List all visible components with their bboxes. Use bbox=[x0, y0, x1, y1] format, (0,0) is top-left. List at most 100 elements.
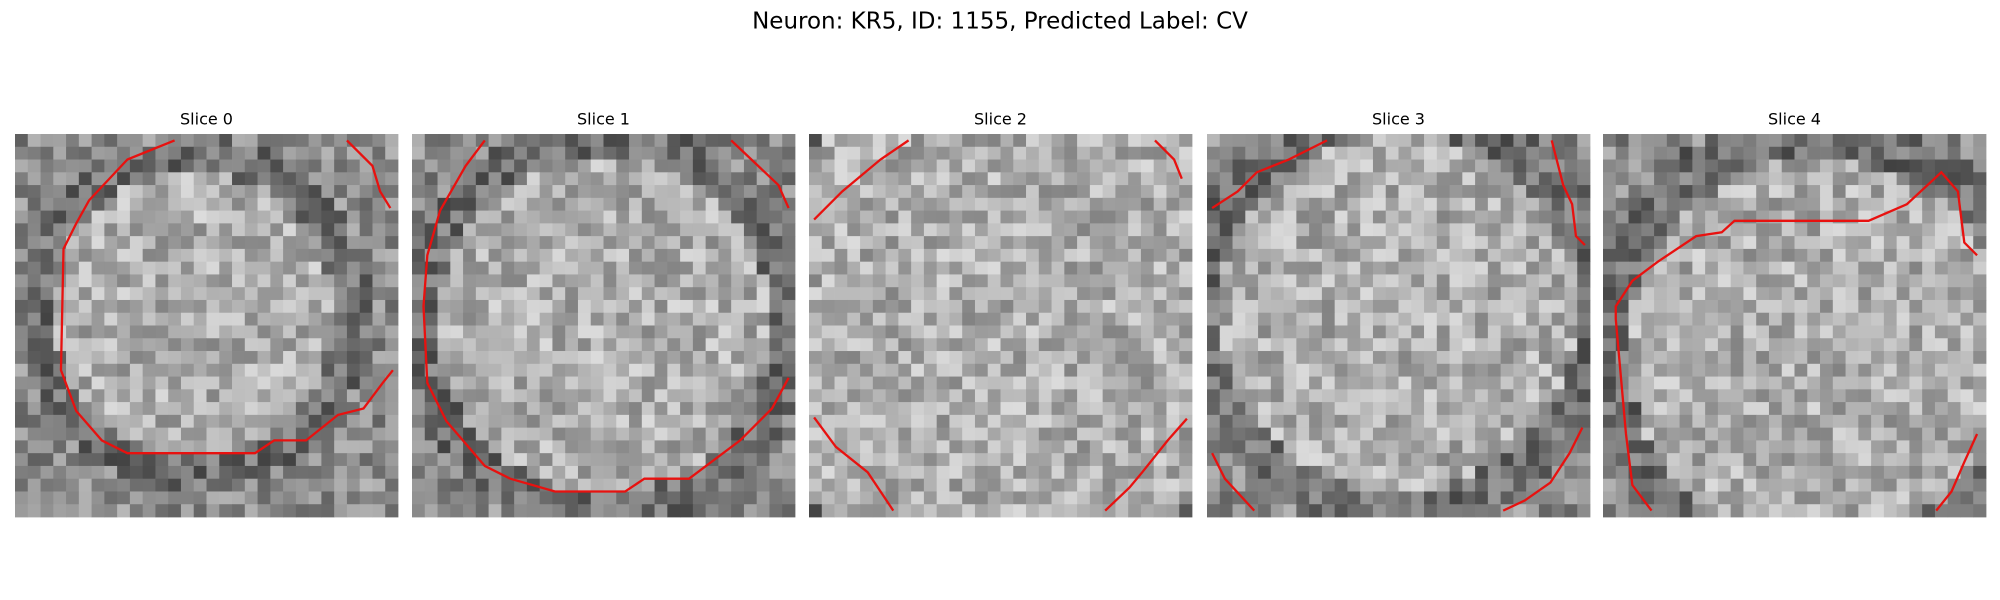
pixel bbox=[552, 210, 566, 224]
pixel bbox=[911, 172, 925, 186]
pixel bbox=[308, 325, 322, 339]
pixel bbox=[78, 159, 92, 173]
pixel bbox=[1551, 223, 1565, 237]
pixel bbox=[590, 248, 604, 263]
pixel bbox=[667, 351, 681, 365]
pixel bbox=[244, 287, 258, 301]
pixel bbox=[1166, 453, 1180, 467]
pixel bbox=[475, 504, 489, 518]
pixel bbox=[308, 287, 322, 301]
pixel bbox=[359, 402, 373, 416]
pixel bbox=[1013, 414, 1027, 429]
pixel bbox=[1603, 223, 1617, 237]
pixel bbox=[168, 287, 182, 301]
pixel bbox=[923, 210, 938, 224]
pixel bbox=[949, 351, 963, 365]
pixel bbox=[1296, 402, 1310, 416]
pixel bbox=[680, 248, 694, 263]
pixel bbox=[1845, 159, 1859, 173]
pixel bbox=[782, 185, 796, 199]
pixel bbox=[1717, 376, 1732, 390]
pixel bbox=[501, 159, 515, 173]
pixel bbox=[180, 414, 195, 429]
pixel bbox=[1064, 172, 1078, 186]
pixel bbox=[232, 159, 246, 173]
pixel bbox=[616, 236, 630, 250]
pixel bbox=[104, 287, 118, 301]
pixel bbox=[1743, 338, 1757, 352]
pixel bbox=[1858, 236, 1872, 250]
pixel bbox=[1934, 197, 1949, 211]
pixel bbox=[142, 453, 156, 467]
pixel bbox=[334, 223, 348, 237]
pixel bbox=[936, 363, 950, 377]
pixel bbox=[1449, 223, 1463, 237]
pixel bbox=[1871, 376, 1885, 390]
pixel bbox=[15, 248, 29, 263]
pixel bbox=[1038, 504, 1052, 518]
pixel bbox=[1128, 210, 1142, 224]
pixel bbox=[834, 146, 848, 160]
pixel bbox=[616, 389, 630, 403]
pixel bbox=[1309, 427, 1323, 441]
pixel bbox=[437, 338, 451, 352]
pixel bbox=[1360, 223, 1374, 237]
pixel bbox=[283, 197, 297, 211]
pixel bbox=[847, 402, 861, 416]
pixel bbox=[66, 312, 80, 326]
pixel bbox=[385, 287, 399, 301]
pixel bbox=[911, 134, 925, 148]
pixel bbox=[680, 338, 694, 352]
pixel bbox=[1102, 325, 1116, 339]
pixel bbox=[1372, 402, 1387, 416]
pixel bbox=[1781, 453, 1795, 467]
pixel bbox=[949, 248, 963, 263]
pixel bbox=[1973, 248, 1987, 263]
pixel bbox=[552, 325, 566, 339]
pixel bbox=[1794, 478, 1808, 492]
pixel bbox=[91, 363, 105, 377]
pixel bbox=[603, 453, 617, 467]
pixel bbox=[308, 338, 322, 352]
pixel bbox=[756, 402, 770, 416]
pixel bbox=[1564, 389, 1578, 403]
pixel bbox=[244, 414, 258, 429]
pixel bbox=[1089, 491, 1104, 505]
pixel bbox=[847, 299, 861, 314]
pixel bbox=[898, 299, 912, 314]
pixel bbox=[1360, 491, 1374, 505]
pixel bbox=[1258, 414, 1272, 429]
pixel bbox=[1013, 402, 1027, 416]
pixel bbox=[565, 172, 579, 186]
pixel bbox=[769, 197, 783, 211]
pixel bbox=[180, 172, 195, 186]
pixel bbox=[155, 363, 169, 377]
pixel bbox=[412, 312, 426, 326]
pixel bbox=[1258, 197, 1272, 211]
pixel bbox=[590, 274, 604, 288]
pixel bbox=[1462, 223, 1476, 237]
pixel bbox=[232, 185, 246, 199]
pixel bbox=[501, 504, 515, 518]
pixel bbox=[1475, 389, 1489, 403]
pixel bbox=[641, 210, 655, 224]
pixel bbox=[616, 427, 630, 441]
pixel bbox=[1064, 504, 1078, 518]
pixel bbox=[1398, 453, 1412, 467]
pixel bbox=[346, 427, 361, 441]
pixel bbox=[911, 312, 925, 326]
pixel bbox=[78, 504, 92, 518]
pixel bbox=[1666, 325, 1680, 339]
pixel bbox=[270, 159, 284, 173]
pixel bbox=[1462, 312, 1476, 326]
pixel bbox=[539, 376, 553, 390]
pixel bbox=[1947, 491, 1961, 505]
pixel bbox=[1013, 210, 1027, 224]
pixel bbox=[1321, 312, 1336, 326]
pixel bbox=[1232, 146, 1246, 160]
pixel bbox=[1064, 236, 1078, 250]
pixel bbox=[1934, 299, 1949, 314]
pixel bbox=[987, 159, 1001, 173]
pixel bbox=[1730, 389, 1744, 403]
pixel bbox=[193, 210, 207, 224]
